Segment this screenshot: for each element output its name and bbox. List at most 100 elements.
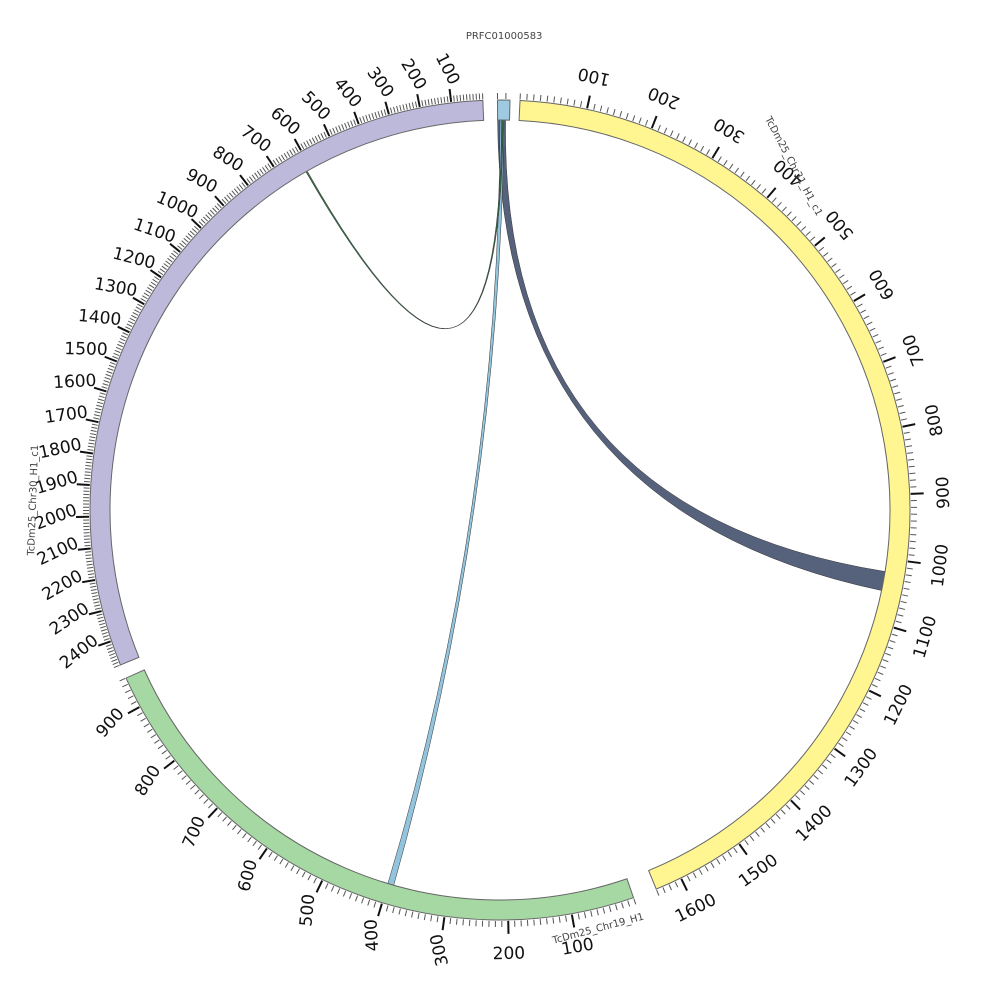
- tick-label: 800: [131, 762, 165, 800]
- minor-tick: [762, 189, 766, 194]
- minor-tick: [908, 459, 914, 460]
- minor-tick: [99, 396, 105, 398]
- minor-tick: [425, 100, 426, 106]
- minor-tick: [827, 258, 832, 262]
- minor-tick: [369, 114, 371, 120]
- minor-tick: [689, 140, 692, 145]
- minor-tick: [158, 745, 163, 748]
- minor-tick: [149, 285, 154, 288]
- minor-tick: [384, 109, 386, 115]
- minor-tick: [850, 292, 855, 295]
- minor-tick: [134, 310, 139, 313]
- minor-tick: [348, 122, 350, 128]
- major-tick: [267, 156, 274, 167]
- minor-tick: [121, 336, 126, 339]
- minor-tick: [290, 150, 293, 155]
- minor-tick: [125, 690, 130, 693]
- minor-tick: [337, 888, 339, 894]
- minor-tick: [217, 203, 221, 207]
- minor-tick: [249, 177, 253, 182]
- minor-tick: [201, 219, 205, 223]
- tick-label: 500: [296, 893, 319, 927]
- minor-tick: [87, 567, 93, 568]
- minor-tick: [227, 195, 231, 200]
- minor-tick: [847, 286, 852, 289]
- minor-tick: [853, 720, 858, 723]
- minor-tick: [864, 316, 869, 319]
- minor-tick: [431, 915, 432, 921]
- minor-tick: [875, 678, 880, 680]
- minor-tick: [796, 796, 800, 800]
- minor-tick: [351, 121, 353, 127]
- minor-tick: [281, 155, 284, 160]
- minor-tick: [909, 548, 915, 549]
- tick-label: 1500: [735, 850, 782, 891]
- tick-label: 1200: [111, 244, 158, 274]
- minor-tick: [378, 111, 380, 117]
- minor-tick: [85, 545, 91, 546]
- minor-tick: [186, 236, 191, 240]
- minor-tick: [92, 596, 98, 597]
- minor-tick: [634, 899, 636, 905]
- minor-tick: [892, 634, 898, 636]
- minor-tick: [646, 120, 648, 126]
- minor-tick: [333, 128, 335, 133]
- minor-tick: [243, 833, 247, 838]
- minor-tick: [374, 902, 376, 908]
- minor-tick: [456, 919, 457, 925]
- link-tcdm25-chr31-h1-c1: [498, 120, 885, 590]
- minor-tick: [896, 621, 902, 623]
- minor-tick: [735, 168, 738, 173]
- minor-tick: [97, 617, 103, 619]
- minor-tick: [437, 916, 438, 922]
- minor-tick: [222, 199, 226, 203]
- minor-tick: [898, 405, 904, 407]
- tick-label: 1100: [910, 613, 942, 660]
- minor-tick: [899, 608, 905, 609]
- minor-tick: [234, 189, 238, 194]
- minor-tick: [616, 904, 618, 910]
- minor-tick: [776, 814, 780, 818]
- minor-tick: [839, 275, 844, 278]
- minor-tick: [101, 629, 107, 631]
- major-tick: [164, 761, 174, 769]
- minor-tick: [909, 473, 915, 474]
- minor-tick: [166, 756, 171, 760]
- minor-tick: [444, 97, 445, 103]
- tick-label: 1500: [64, 339, 108, 360]
- tick-label: 1600: [672, 890, 720, 927]
- minor-tick: [872, 685, 877, 688]
- tick-label: 1800: [37, 435, 83, 464]
- minor-tick: [809, 781, 814, 785]
- minor-tick: [399, 909, 400, 915]
- minor-tick: [108, 650, 114, 652]
- minor-tick: [90, 586, 96, 587]
- minor-tick: [711, 863, 714, 868]
- minor-tick: [677, 133, 680, 138]
- minor-tick: [639, 118, 641, 124]
- minor-tick: [171, 253, 176, 257]
- minor-tick: [693, 873, 696, 878]
- major-tick: [450, 89, 452, 102]
- tick-label: 300: [427, 932, 453, 968]
- minor-tick: [827, 760, 832, 764]
- minor-tick: [109, 365, 115, 367]
- minor-tick: [91, 592, 97, 593]
- minor-tick: [95, 608, 101, 609]
- minor-tick: [153, 279, 158, 282]
- minor-tick: [85, 465, 91, 466]
- minor-tick: [787, 212, 791, 216]
- minor-tick: [873, 334, 878, 337]
- minor-tick: [87, 564, 93, 565]
- minor-tick: [633, 115, 635, 121]
- minor-tick: [237, 829, 241, 834]
- minor-tick: [174, 766, 179, 770]
- minor-tick: [119, 341, 124, 343]
- minor-tick: [675, 882, 678, 887]
- minor-tick: [147, 729, 152, 732]
- minor-tick: [262, 167, 265, 172]
- major-tick: [902, 424, 915, 427]
- minor-tick: [182, 776, 187, 780]
- minor-tick: [540, 919, 541, 925]
- minor-tick: [566, 916, 567, 922]
